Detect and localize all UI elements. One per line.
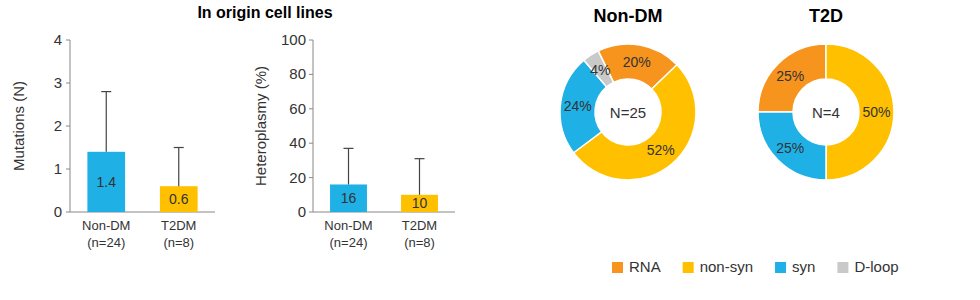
slice: [584, 51, 614, 87]
legend-swatch: [612, 262, 623, 273]
legend-label: D-loop: [854, 258, 898, 275]
error-stem: [419, 159, 420, 195]
error-cap: [344, 148, 354, 149]
legend: RNA non-syn syn D-loop: [612, 258, 899, 275]
data-label: 0.6: [169, 191, 189, 207]
y-tick-label: 80: [289, 65, 306, 82]
y-tick-label: 100: [281, 31, 306, 48]
x-tick-label-line: T2DM: [161, 218, 196, 233]
pie-chart: T2D 25% 50% 25% N=4: [758, 6, 894, 180]
error-stem: [348, 148, 349, 184]
data-label: 24%: [564, 98, 592, 114]
y-tick-label: 20: [289, 169, 306, 186]
error-cap: [415, 158, 425, 159]
y-tick: [66, 40, 70, 41]
data-label: 25%: [776, 140, 804, 156]
y-axis: [313, 40, 314, 212]
error-stem: [178, 148, 179, 187]
data-label: 4%: [590, 62, 610, 78]
bar: [401, 195, 438, 212]
y-tick-label: 0: [54, 203, 62, 220]
center-label: N=25: [610, 104, 646, 121]
error-cap: [174, 147, 184, 148]
data-label: 1.4: [97, 174, 117, 190]
data-label: 10: [412, 195, 428, 211]
y-tick-label: 4: [54, 31, 62, 48]
x-tick-label-line: (n=8): [163, 235, 194, 250]
y-axis-label: Mutations (N): [10, 81, 27, 171]
x-tick-label: T2DM (n=8): [161, 218, 196, 250]
data-label: 52%: [647, 142, 675, 158]
data-label: 25%: [776, 68, 804, 84]
error-cap: [101, 91, 111, 92]
legend-item: RNA: [612, 258, 661, 275]
title: In origin cell lines: [197, 4, 332, 21]
x-tick-label: Non-DM (n=24): [82, 218, 130, 250]
slice: [758, 44, 826, 112]
error-stem: [106, 92, 107, 152]
legend-swatch: [837, 262, 848, 273]
legend-item: non-syn: [683, 258, 753, 275]
y-tick: [309, 177, 313, 178]
slice: [758, 112, 826, 180]
y-tick: [309, 108, 313, 109]
marks: [330, 148, 438, 212]
pie-chart: Non-DM 20% 52% 24% 4% N=25: [560, 6, 696, 180]
legend-label: syn: [792, 258, 815, 275]
y-tick: [309, 143, 313, 144]
x-tick-label-line: Non-DM: [82, 218, 130, 233]
figure: In origin cell lines Mutations (N) 0 1 2 3 4 No…: [0, 0, 980, 300]
x-tick-label: T2DM (n=8): [402, 218, 437, 250]
center-label: N=4: [812, 104, 840, 121]
x-tick-label: Non-DM (n=24): [324, 218, 372, 250]
y-tick-label: 60: [289, 100, 306, 117]
y-axis-label: Heteroplasmy (%): [252, 66, 269, 186]
data-label: 50%: [862, 104, 890, 120]
legend-item: D-loop: [837, 258, 898, 275]
title: T2D: [809, 6, 843, 26]
marks: [87, 92, 197, 212]
y-tick: [309, 74, 313, 75]
bar: [160, 186, 198, 212]
error-bar: [344, 148, 354, 184]
y-tick: [309, 40, 313, 41]
y-tick-label: 40: [289, 134, 306, 151]
y-tick-label: 1: [54, 160, 62, 177]
legend-label: RNA: [629, 258, 661, 275]
error-bar: [101, 92, 111, 152]
title: Non-DM: [594, 6, 663, 26]
bar: [330, 184, 367, 212]
y-tick: [309, 212, 313, 213]
y-tick-label: 3: [54, 74, 62, 91]
data-label: 20%: [623, 54, 651, 70]
y-tick: [66, 212, 70, 213]
y-tick-label: 2: [54, 117, 62, 134]
x-tick-label-line: (n=24): [330, 235, 368, 250]
data-label: 16: [341, 190, 357, 206]
x-tick-label-line: (n=24): [87, 235, 125, 250]
error-bar: [415, 159, 425, 195]
y-tick: [66, 83, 70, 84]
legend-swatch: [683, 262, 694, 273]
y-axis: [70, 40, 71, 212]
x-tick-label-line: Non-DM: [324, 218, 372, 233]
x-tick-label-line: T2DM: [402, 218, 437, 233]
y-tick-label: 0: [298, 203, 306, 220]
y-tick: [66, 169, 70, 170]
bar-chart: Heteroplasmy (%) 0 20 40 60 80 100 Non-DM (n=24)…: [252, 31, 455, 250]
bar-chart: In origin cell lines Mutations (N) 0 1 2 3 4 No…: [10, 4, 333, 250]
legend-label: non-syn: [700, 258, 753, 275]
x-tick-label-line: (n=8): [404, 235, 435, 250]
y-tick: [66, 126, 70, 127]
bar: [87, 152, 125, 212]
legend-swatch: [775, 262, 786, 273]
legend-item: syn: [775, 258, 815, 275]
error-bar: [174, 148, 184, 187]
